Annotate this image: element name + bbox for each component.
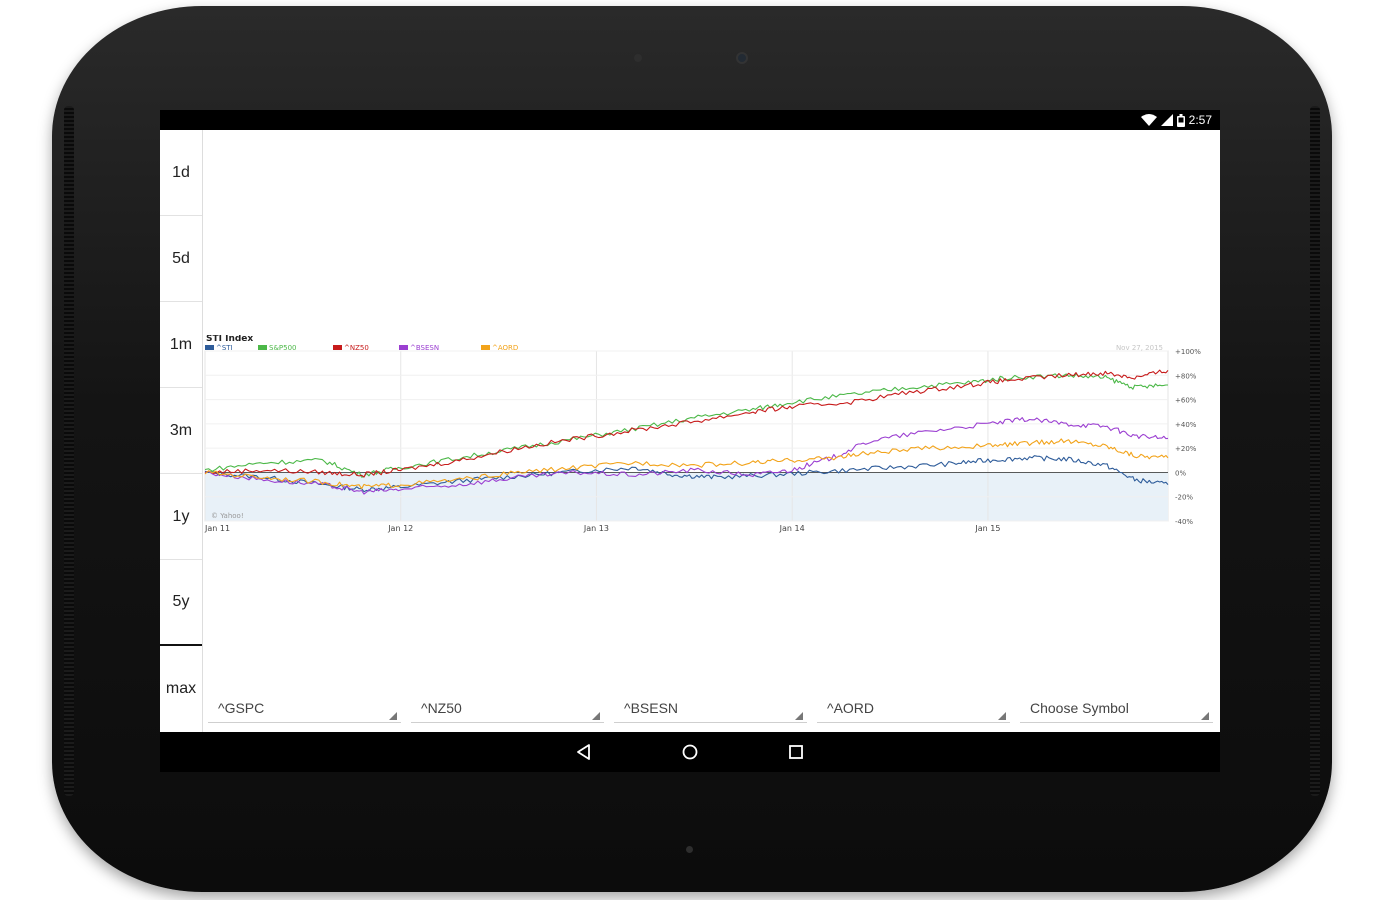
- legend-entry: S&P500: [269, 344, 296, 352]
- range-button-max[interactable]: max: [160, 646, 202, 732]
- x-tick-label: Jan 15: [974, 524, 1000, 533]
- series-line: [204, 373, 1168, 478]
- y-tick-label: +80%: [1175, 372, 1197, 380]
- wifi-icon: [1140, 113, 1157, 126]
- legend-entry: ^STI: [216, 344, 233, 352]
- range-sidebar: 1d 5d 1m 3m 1y 5y max: [160, 130, 203, 732]
- y-tick-label: -20%: [1175, 494, 1193, 502]
- dropdown-caret-icon: [1201, 712, 1209, 720]
- range-button-5y[interactable]: 5y: [160, 560, 202, 646]
- symbol-value: ^BSESN: [624, 700, 679, 716]
- navigation-bar: [160, 732, 1220, 772]
- legend-swatch: [481, 345, 490, 350]
- series-line: [204, 369, 1169, 478]
- app-content: 1d 5d 1m 3m 1y 5y max Jan 11 Jan 12 Jan 13…: [160, 130, 1220, 732]
- y-tick-label: -40%: [1175, 518, 1193, 526]
- chart-date: Nov 27, 2015: [1116, 344, 1163, 352]
- legend-entry: ^BSESN: [410, 344, 439, 352]
- dropdown-caret-icon: [998, 712, 1006, 720]
- x-tick-label: Jan 14: [779, 524, 805, 533]
- x-tick-label: Jan 13: [583, 524, 609, 533]
- symbol-select-nz50[interactable]: ^NZ50: [411, 696, 604, 723]
- notification-led-icon: [686, 846, 693, 853]
- legend-swatch: [258, 345, 267, 350]
- y-tick-label: +40%: [1175, 421, 1197, 429]
- x-tick-label: Jan 11: [204, 524, 230, 533]
- legend-entry: ^AORD: [492, 344, 518, 352]
- legend-entry: ^NZ50: [344, 344, 369, 352]
- comparison-chart: Jan 11 Jan 12 Jan 13 Jan 14 Jan 15 +100% +80% +…: [204, 335, 1201, 533]
- range-label: 1d: [172, 163, 190, 181]
- symbol-select-gspc[interactable]: ^GSPC: [208, 696, 401, 723]
- dropdown-caret-icon: [389, 712, 397, 720]
- speaker-grille-right: [1310, 106, 1320, 796]
- range-button-3m[interactable]: 3m: [160, 388, 202, 474]
- symbol-select-aord[interactable]: ^AORD: [817, 696, 1010, 723]
- y-tick-label: +60%: [1175, 397, 1197, 405]
- legend-swatch: [333, 345, 342, 350]
- battery-icon: [1176, 113, 1185, 127]
- legend-swatch: [399, 345, 408, 350]
- y-tick-label: +20%: [1175, 445, 1197, 453]
- range-label: 5d: [172, 249, 190, 267]
- dropdown-caret-icon: [592, 712, 600, 720]
- y-tick-label: +100%: [1175, 348, 1201, 356]
- range-label: 1y: [172, 507, 190, 525]
- symbol-select-bsesn[interactable]: ^BSESN: [614, 696, 807, 723]
- signal-icon: [1160, 114, 1173, 126]
- series-line: [204, 455, 1169, 493]
- device-screen: 2:57 1d 5d 1m 3m 1y 5y max Jan 11 Jan 12 J…: [160, 110, 1220, 772]
- home-icon[interactable]: [680, 742, 700, 762]
- range-label: max: [165, 680, 197, 697]
- series-line: [204, 417, 1169, 495]
- dropdown-caret-icon: [795, 712, 803, 720]
- legend-swatch: [205, 345, 214, 350]
- range-button-5d[interactable]: 5d: [160, 216, 202, 302]
- range-label: 5y: [172, 593, 190, 610]
- chart-title: STI Index: [206, 335, 253, 344]
- series-line: [204, 438, 1169, 490]
- symbol-value: ^NZ50: [421, 700, 462, 716]
- back-icon[interactable]: [574, 742, 594, 762]
- status-bar: 2:57: [160, 110, 1220, 130]
- status-time: 2:57: [1188, 113, 1212, 127]
- symbol-value: ^GSPC: [218, 700, 265, 716]
- symbol-value: Choose Symbol: [1030, 700, 1129, 716]
- symbol-value: ^AORD: [827, 700, 875, 716]
- range-button-1d[interactable]: 1d: [160, 130, 202, 216]
- range-button-1y[interactable]: 1y: [160, 474, 202, 560]
- range-label: 1m: [169, 335, 193, 353]
- y-tick-label: 0%: [1175, 469, 1186, 477]
- chart-watermark: © Yahoo!: [211, 512, 244, 520]
- status-icons: 2:57: [1140, 113, 1212, 127]
- symbol-select-choose[interactable]: Choose Symbol: [1020, 696, 1213, 723]
- recents-icon[interactable]: [786, 742, 806, 762]
- symbol-selectors: ^GSPC ^NZ50 ^BSESN ^AORD Choose Symbol: [208, 696, 1220, 732]
- speaker-grille-left: [64, 106, 74, 796]
- x-tick-label: Jan 12: [387, 524, 413, 533]
- sensor-icon: [634, 54, 642, 62]
- range-button-1m[interactable]: 1m: [160, 302, 202, 388]
- range-label: 3m: [169, 421, 193, 439]
- camera-icon: [736, 52, 748, 64]
